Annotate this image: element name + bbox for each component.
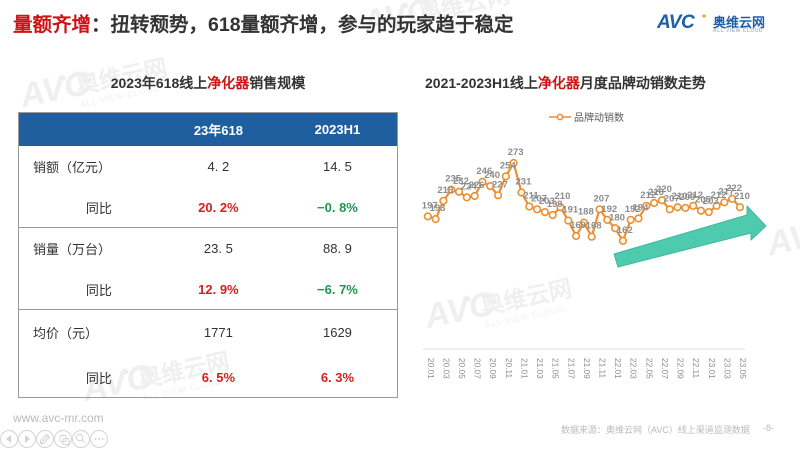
- svg-text:23.01: 23.01: [707, 358, 717, 379]
- svg-text:22.11: 22.11: [691, 358, 701, 379]
- svg-text:21.05: 21.05: [551, 358, 561, 379]
- svg-text:20.11: 20.11: [504, 358, 514, 379]
- svg-text:21.03: 21.03: [535, 358, 545, 379]
- svg-text:22.05: 22.05: [644, 358, 654, 379]
- svg-text:20.05: 20.05: [457, 358, 467, 379]
- svg-text:20.01: 20.01: [426, 358, 436, 379]
- svg-text:22.01: 22.01: [613, 358, 623, 379]
- svg-text:20.07: 20.07: [473, 358, 483, 379]
- svg-text:20.09: 20.09: [488, 358, 498, 379]
- svg-text:21.09: 21.09: [582, 358, 592, 379]
- svg-text:20.03: 20.03: [441, 358, 451, 379]
- svg-text:21.01: 21.01: [520, 358, 530, 379]
- svg-text:21.07: 21.07: [566, 358, 576, 379]
- svg-text:22.09: 22.09: [676, 358, 686, 379]
- svg-text:22.07: 22.07: [660, 358, 670, 379]
- svg-text:23.03: 23.03: [722, 358, 732, 379]
- svg-text:23.05: 23.05: [738, 358, 748, 379]
- svg-text:22.03: 22.03: [629, 358, 639, 379]
- svg-text:21.11: 21.11: [598, 358, 608, 379]
